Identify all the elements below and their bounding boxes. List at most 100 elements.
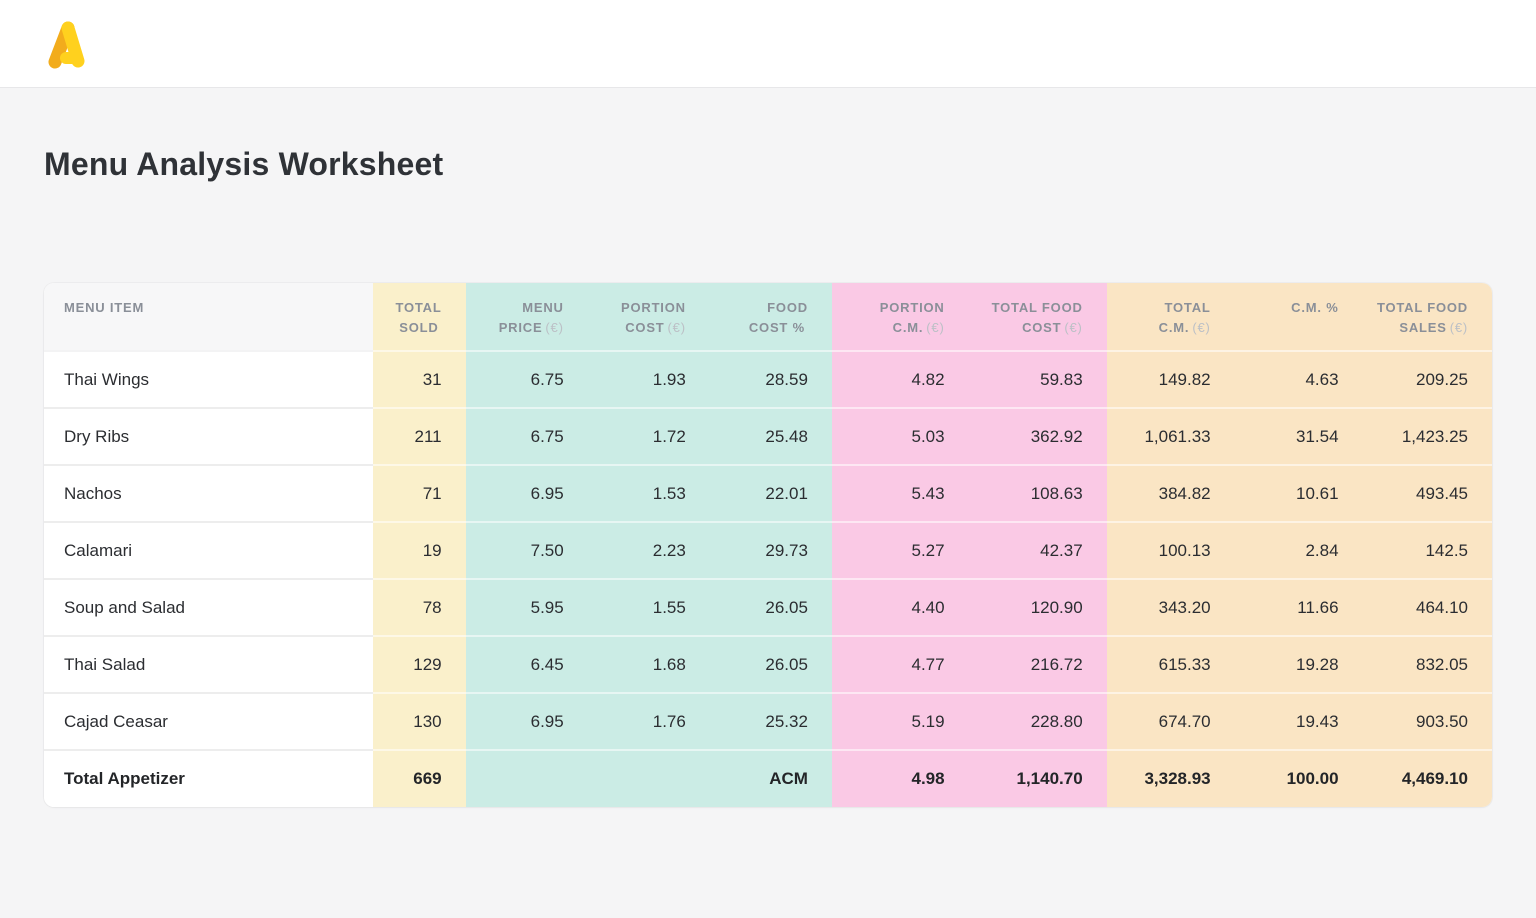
cell-menu_item: Calamari [44,521,373,579]
cell-menu_item: Nachos [44,464,373,522]
cell-total_food_cost: 108.63 [968,464,1107,522]
cell-portion_cm: 4.82 [831,350,969,408]
cell-total_food_sales: 832.05 [1362,635,1492,693]
worksheet-table: MENU ITEM TOTAL SOLD MENU PRICE (€) PORTION COS… [44,283,1492,807]
cell-food_cost_pct: 29.73 [709,521,832,579]
header-unit: (€) [1192,319,1211,335]
cell-total_cm: 615.33 [1106,635,1235,693]
cell-total_cm: 384.82 [1106,464,1235,522]
cell-portion_cm: 4.77 [831,635,969,693]
a-logo-icon[interactable] [42,17,90,71]
cell-total_sold: 71 [372,464,466,522]
header-line1: TOTAL [1164,300,1211,315]
cell-food_cost_pct: 25.32 [709,692,832,750]
header-line2: COST (€) [979,318,1083,338]
header-total_sold: TOTAL SOLD [372,283,466,351]
header-line2-text: COST [625,319,665,335]
cell-menu_price: 6.95 [465,464,588,522]
cell-portion_cost: 1.72 [587,407,710,465]
header-menu_price: MENU PRICE (€) [465,283,588,351]
cell-total_cm: 100.13 [1106,521,1235,579]
cell-menu_price: 6.95 [465,692,588,750]
header-unit: (€) [926,319,945,335]
cell-total_sold: 19 [372,521,466,579]
cell-menu_item: Thai Salad [44,635,373,693]
cell-total_sold: 130 [372,692,466,750]
cell-total_food_cost: 228.80 [968,692,1107,750]
cell-food_cost_pct: 26.05 [709,635,832,693]
header-line1: FOOD [767,300,808,315]
cell-portion_cm: 5.19 [831,692,969,750]
table-body: Thai Wings 31 6.75 1.93 28.59 4.82 59.83 149.82… [44,350,1492,807]
cell-portion_cost: 1.53 [587,464,710,522]
cell-food_cost_pct: 25.48 [709,407,832,465]
header-line2: C.M. (€) [1117,318,1211,338]
cell-menu_price: 5.95 [465,578,588,636]
cell-cm_pct: 4.63 [1234,350,1363,408]
header-unit: (€) [667,319,686,335]
header-unit: (€) [1449,319,1468,335]
cell-portion_cost: 1.68 [587,635,710,693]
topbar [0,0,1536,88]
cell-portion_cm: 5.27 [831,521,969,579]
header-portion_cost: PORTION COST (€) [587,283,710,351]
header-total_food_sales: TOTAL FOOD SALES (€) [1362,283,1492,351]
header-food_cost_pct: FOOD COST % [709,283,832,351]
header-line2-text: SOLD [399,319,439,335]
page-title: Menu Analysis Worksheet [44,146,444,182]
cell-food_cost_pct: ACM [709,749,832,807]
cell-portion_cost [587,749,710,807]
cell-cm_pct: 11.66 [1234,578,1363,636]
header-line1: MENU ITEM [64,300,145,315]
header-line1: TOTAL FOOD [991,300,1083,315]
header-line1: C.M. % [1291,300,1339,315]
cell-total_sold: 31 [372,350,466,408]
header-line2-text: C.M. [892,319,924,335]
table-row: Calamari 19 7.50 2.23 29.73 5.27 42.37 100.13 2.… [44,521,1492,579]
cell-menu_price: 6.75 [465,407,588,465]
header-line1: TOTAL [395,300,442,315]
cell-menu_item: Total Appetizer [44,749,373,807]
cell-portion_cm: 5.03 [831,407,969,465]
header-line2-text: COST % [748,319,805,335]
header-line2-text: COST [1022,319,1062,335]
cell-portion_cost: 2.23 [587,521,710,579]
cell-total_food_sales: 142.5 [1362,521,1492,579]
cell-total_food_cost: 120.90 [968,578,1107,636]
cell-menu_price [465,749,588,807]
table-row: Nachos 71 6.95 1.53 22.01 5.43 108.63 384.82 10.… [44,464,1492,522]
main-content: Menu Analysis Worksheet MENU ITEM TOTAL SO… [0,146,1536,807]
cell-total_food_cost: 42.37 [968,521,1107,579]
cell-total_food_cost: 59.83 [968,350,1107,408]
header-total_food_cost: TOTAL FOOD COST (€) [968,283,1107,351]
cell-food_cost_pct: 28.59 [709,350,832,408]
cell-portion_cost: 1.76 [587,692,710,750]
cell-total_food_cost: 1,140.70 [968,749,1107,807]
cell-menu_price: 6.75 [465,350,588,408]
cell-portion_cost: 1.55 [587,578,710,636]
cell-menu_price: 6.45 [465,635,588,693]
cell-menu_item: Cajad Ceasar [44,692,373,750]
cell-total_food_sales: 1,423.25 [1362,407,1492,465]
cell-total_sold: 669 [372,749,466,807]
cell-total_food_sales: 464.10 [1362,578,1492,636]
cell-menu_item: Soup and Salad [44,578,373,636]
cell-total_cm: 1,061.33 [1106,407,1235,465]
header-line1: PORTION [621,300,686,315]
table-row: Soup and Salad 78 5.95 1.55 26.05 4.40 120.90 3… [44,578,1492,636]
cell-cm_pct: 31.54 [1234,407,1363,465]
cell-portion_cm: 4.40 [831,578,969,636]
table-row: Thai Wings 31 6.75 1.93 28.59 4.82 59.83 149.82… [44,350,1492,408]
cell-menu_item: Thai Wings [44,350,373,408]
cell-total_cm: 674.70 [1106,692,1235,750]
cell-cm_pct: 10.61 [1234,464,1363,522]
cell-total_food_sales: 4,469.10 [1362,749,1492,807]
cell-cm_pct: 19.28 [1234,635,1363,693]
cell-total_food_cost: 216.72 [968,635,1107,693]
header-line2-text: C.M. [1158,319,1190,335]
header-line2: COST % [720,318,808,338]
cell-menu_price: 7.50 [465,521,588,579]
table-row: Cajad Ceasar 130 6.95 1.76 25.32 5.19 228.80 67… [44,692,1492,750]
header-line2: C.M. (€) [842,318,945,338]
cell-menu_item: Dry Ribs [44,407,373,465]
